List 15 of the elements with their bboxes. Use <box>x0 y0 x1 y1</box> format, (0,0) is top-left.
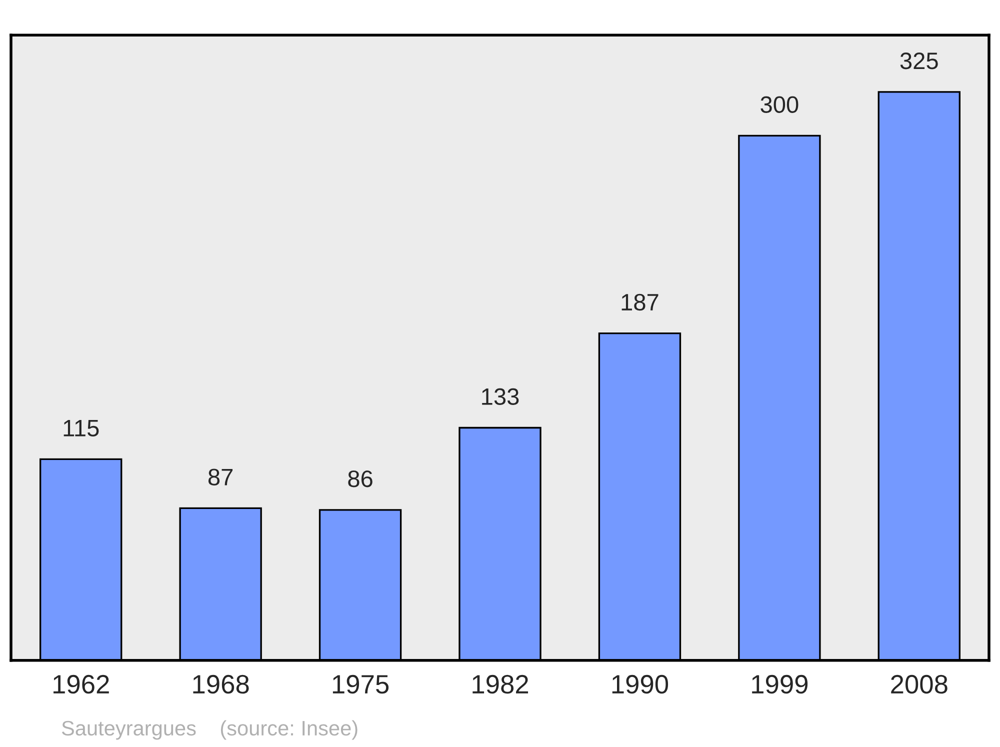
data-label: 187 <box>622 294 658 311</box>
x-tick-label: 1975 <box>332 674 389 694</box>
data-label: 300 <box>760 96 798 113</box>
x-tick-label: 2008 <box>891 674 948 694</box>
x-tick-label: 1968 <box>193 674 249 694</box>
x-tick-label: 1982 <box>472 674 528 694</box>
x-tick-label: 1999 <box>752 674 808 694</box>
data-label: 87 <box>208 468 233 486</box>
data-label: 86 <box>348 470 372 488</box>
data-label: 133 <box>482 388 519 406</box>
data-label: 325 <box>900 52 938 70</box>
x-tick-label: 1962 <box>54 674 109 694</box>
text: Sauteyrargues (source: Insee) <box>62 720 358 740</box>
data-label: 115 <box>64 420 99 436</box>
x-tick-label: 1990 <box>612 674 668 694</box>
